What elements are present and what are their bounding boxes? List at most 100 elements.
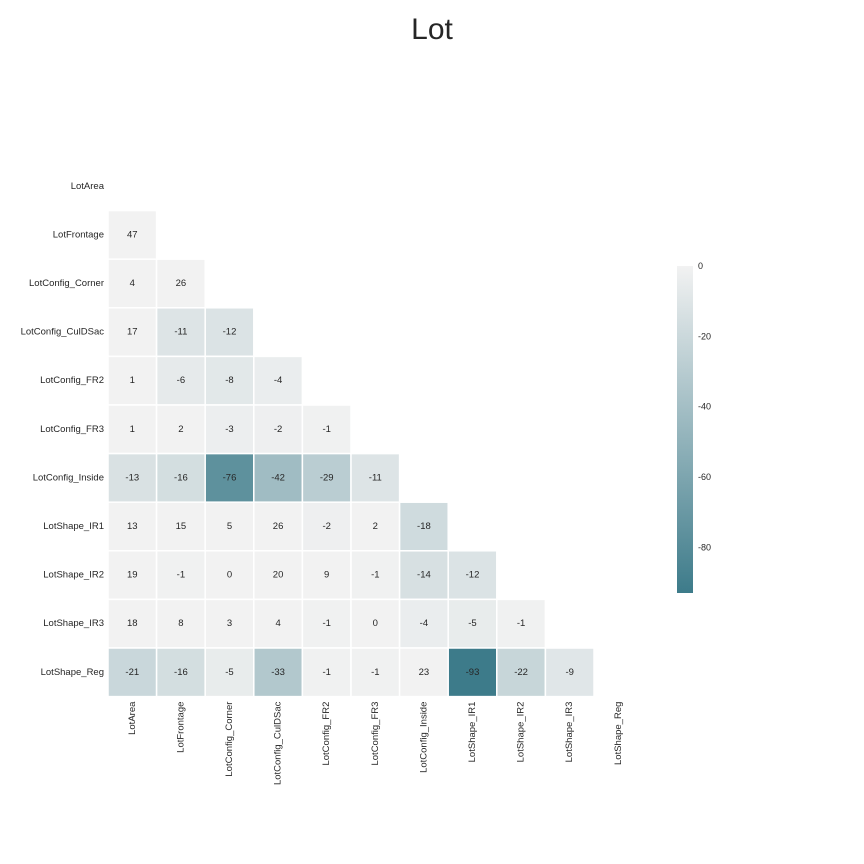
heatmap-cell [155,404,206,455]
heatmap-cell [253,452,304,503]
cell-value-label: -33 [271,667,285,678]
heatmap-cell [155,501,206,552]
y-tick-label: LotShape_Reg [41,667,104,678]
cell-value-label: -14 [417,570,431,581]
heatmap-cell [447,647,498,698]
colorbar: 0 -20 -40 -60 -80 [677,261,711,593]
cell-value-label: -5 [225,667,233,678]
cell-value-label: -12 [466,570,480,581]
heatmap-cell [350,598,401,649]
cell-value-label: -6 [177,375,185,386]
heatmap-cell [253,647,304,698]
cell-value-label: 0 [227,570,232,581]
cell-value-label: -2 [322,521,330,532]
cell-value-label: -9 [565,667,573,678]
cell-value-label: -4 [274,375,282,386]
colorbar-tick-labels: 0 -20 -40 -60 -80 [693,261,711,552]
colorbar-tick-label: -80 [698,542,711,552]
heatmap-cell [301,452,352,503]
x-tick-label: LotConfig_Corner [224,702,235,777]
cell-value-label: -16 [174,667,188,678]
heatmap-cell [107,647,158,698]
y-tick-label: LotConfig_Inside [33,472,104,483]
cell-value-label: 19 [127,570,138,581]
y-tick-label: LotShape_IR2 [43,570,104,581]
heatmap-cell [544,647,595,698]
cell-value-label: -5 [468,618,476,629]
cell-value-label: -29 [320,472,334,483]
y-axis-labels: LotArea LotFrontage LotConfig_Corner LotCon… [21,181,105,678]
cell-value-label: -1 [322,667,330,678]
x-tick-label: LotConfig_Inside [418,702,429,773]
cell-value-label: -13 [125,472,139,483]
cell-value-label: -3 [225,424,233,435]
x-tick-label: LotArea [127,701,138,735]
heatmap-cell [107,501,158,552]
x-tick-label: LotShape_Reg [613,702,624,765]
cell-value-label: 3 [227,618,232,629]
x-tick-label: LotFrontage [175,702,186,753]
cell-value-label: 2 [373,521,378,532]
y-tick-label: LotConfig_CulDSac [21,327,105,338]
heatmap-cell [496,647,547,698]
heatmap-cell [204,647,255,698]
cell-value-label: -21 [125,667,139,678]
cell-value-label: -42 [271,472,285,483]
heatmap-cell [155,355,206,406]
y-tick-label: LotConfig_FR3 [40,424,104,435]
colorbar-gradient [677,266,693,593]
heatmap-cell [107,209,158,260]
cell-value-label: -11 [174,327,187,338]
heatmap-cell [107,452,158,503]
y-tick-label: LotConfig_Corner [29,278,104,289]
cell-value-label: -2 [274,424,282,435]
y-tick-label: LotConfig_FR2 [40,375,104,386]
cell-value-label: -1 [371,667,379,678]
cell-value-label: 26 [273,521,284,532]
heatmap-cell [204,307,255,358]
heatmap-cell [107,550,158,601]
cell-value-label: 17 [127,327,138,338]
heatmap-cell [350,647,401,698]
cell-value-label: -1 [322,424,330,435]
x-tick-label: LotConfig_CulDSac [273,701,284,785]
cell-value-label: 9 [324,570,329,581]
colorbar-tick-label: 0 [698,261,703,271]
y-tick-label: LotFrontage [53,229,104,240]
cell-value-label: 18 [127,618,138,629]
cell-value-label: -1 [177,570,185,581]
cell-value-label: -22 [514,667,528,678]
colorbar-tick-label: -20 [698,331,711,341]
colorbar-tick-label: -40 [698,402,711,412]
cell-value-label: 8 [178,618,183,629]
cell-value-label: -11 [369,472,382,483]
cell-value-label: 15 [176,521,187,532]
cell-value-label: 13 [127,521,138,532]
cell-value-label: 2 [178,424,183,435]
cell-value-label: 1 [130,375,135,386]
x-axis-labels: LotArea LotFrontage LotConfig_Corner LotCon… [127,701,624,785]
cell-value-label: -12 [223,327,237,338]
heatmap-cell [204,550,255,601]
x-tick-label: LotShape_IR1 [467,702,478,763]
cell-value-label: -1 [322,618,330,629]
heatmap-cell [253,404,304,455]
cell-value-label: 5 [227,521,232,532]
cell-value-label: 47 [127,229,138,240]
heatmap-cell [301,647,352,698]
heatmap-cell [350,501,401,552]
cell-value-label: 0 [373,618,378,629]
heatmap-cell [155,647,206,698]
heatmap-cell [107,258,158,309]
heatmap-cell [350,452,401,503]
heatmap-cell [496,598,547,649]
cell-value-label: -4 [420,618,428,629]
heatmap-cell [253,355,304,406]
cell-value-label: -18 [417,521,431,532]
y-tick-label: LotShape_IR1 [43,521,104,532]
cell-value-label: -16 [174,472,188,483]
y-tick-label: LotArea [71,181,105,192]
x-tick-label: LotConfig_FR2 [321,702,332,766]
